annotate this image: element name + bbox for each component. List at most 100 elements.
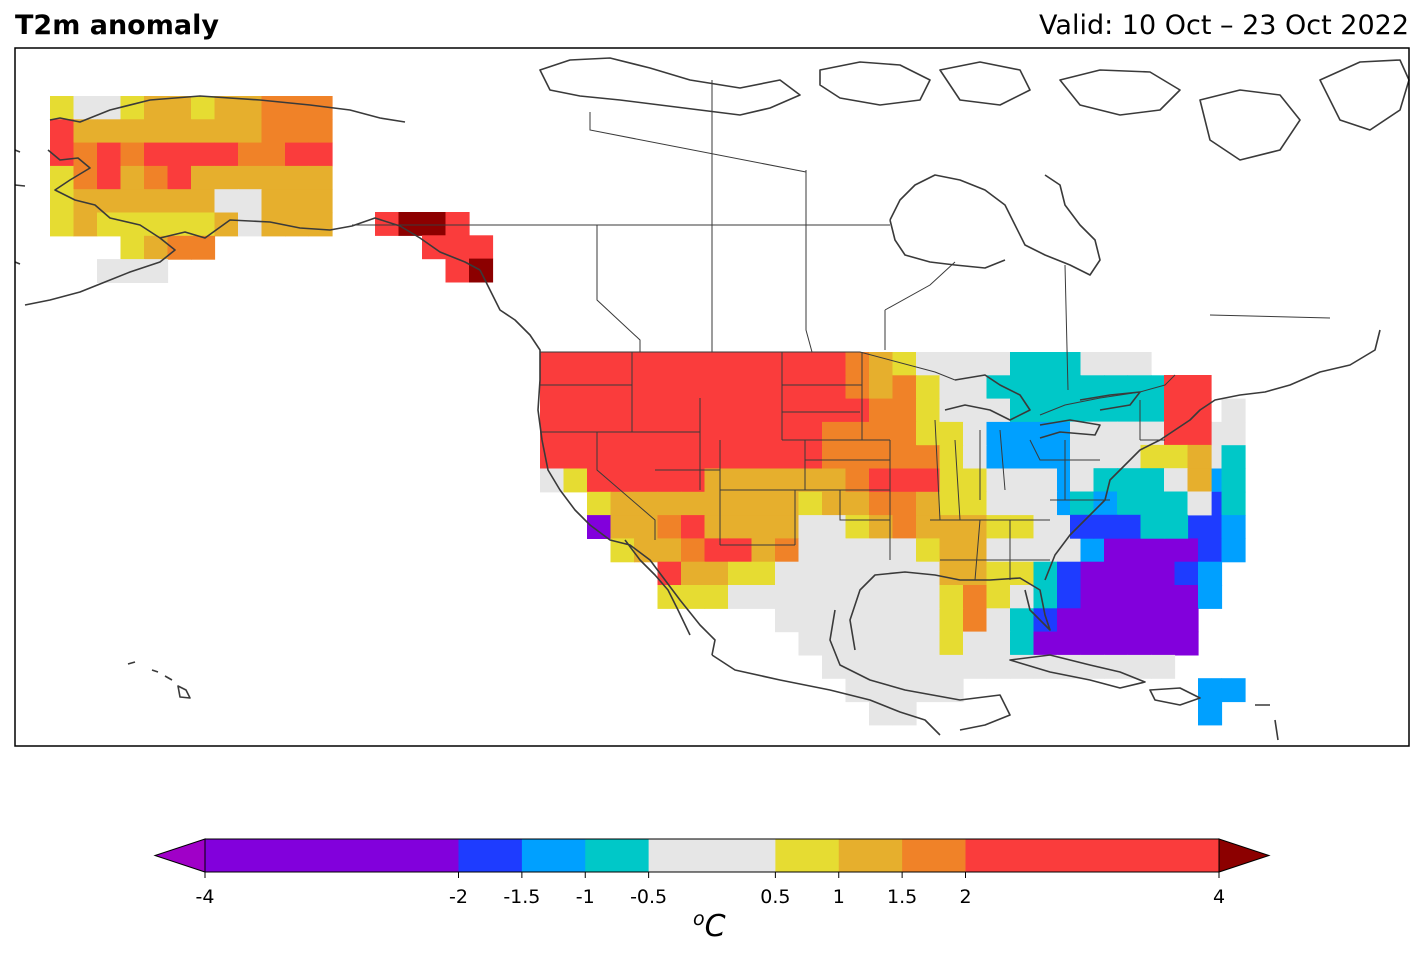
anomaly-cell (144, 189, 169, 214)
anomaly-cell (144, 235, 169, 260)
anomaly-cell (469, 235, 494, 260)
anomaly-cell (285, 212, 310, 237)
anomaly-cell (657, 445, 682, 470)
anomaly-cell (261, 212, 286, 237)
anomaly-cell (563, 445, 588, 470)
anomaly-cell (1140, 468, 1165, 493)
anomaly-cell (916, 421, 941, 446)
anomaly-cell (144, 212, 169, 237)
anomaly-cell (610, 515, 635, 539)
anomaly-cell (1070, 444, 1095, 469)
anomaly-cell (540, 352, 565, 376)
alaska-coast (24, 95, 481, 306)
anomaly-cell (704, 468, 729, 493)
anomaly-cell (445, 235, 470, 260)
anomaly-cell (1080, 585, 1105, 609)
anomaly-cell (610, 352, 635, 376)
colorbar-underflow-arrow (153, 838, 206, 873)
us-canada-border (352, 224, 1176, 416)
anomaly-cell (634, 515, 659, 539)
anomaly-cell (1010, 445, 1035, 470)
anomaly-cell (587, 352, 612, 376)
anomaly-cell (1033, 608, 1058, 633)
anomaly-cell (375, 212, 400, 236)
colorbar-tick-label: 1 (833, 886, 845, 908)
anomaly-cell (238, 96, 263, 120)
anomaly-cell (285, 119, 310, 144)
anomaly-cell (916, 375, 941, 400)
anomaly-cell (191, 96, 216, 120)
anomaly-cell (191, 189, 216, 214)
anomaly-cell (986, 421, 1011, 446)
anomaly-cell (120, 212, 145, 237)
anomaly-cell (704, 421, 729, 446)
anomaly-grid (50, 96, 1246, 726)
colorbar-tick-label: -1.5 (503, 886, 540, 908)
anomaly-cell (751, 352, 776, 376)
anomaly-cell (97, 189, 122, 214)
anomaly-cell (1117, 444, 1142, 469)
anomaly-cell (1010, 375, 1035, 400)
anomaly-cell (775, 445, 800, 470)
anomaly-cell (751, 515, 776, 539)
anomaly-cell (704, 445, 729, 470)
anomaly-cell (1033, 468, 1058, 493)
anomaly-cell (540, 375, 565, 400)
anomaly-cell (1033, 421, 1058, 446)
anomaly-cell (728, 491, 753, 516)
anomaly-cell (238, 165, 263, 190)
anomaly-cell (845, 491, 870, 516)
anomaly-cell (822, 561, 847, 586)
anomaly-cell (939, 375, 964, 400)
anomaly-cell (822, 491, 847, 516)
anomaly-cell (50, 165, 75, 190)
anomaly-cell (986, 352, 1011, 376)
anomaly-cell (238, 119, 263, 144)
anomaly-cell (167, 165, 192, 190)
anomaly-cell (963, 515, 988, 539)
anomaly-cell (939, 352, 964, 376)
anomaly-cell (1033, 398, 1058, 423)
anomaly-cell (167, 235, 192, 260)
anomaly-cell (822, 585, 847, 609)
anomaly-cell (963, 585, 988, 609)
anomaly-cell (285, 165, 310, 190)
colorbar-unit: oC (693, 908, 726, 944)
anomaly-cell (563, 468, 588, 493)
anomaly-cell (1104, 538, 1129, 563)
anomaly-cell (1104, 608, 1129, 633)
anomaly-cell (845, 421, 870, 446)
anomaly-cell (1151, 538, 1176, 563)
anomaly-cell (822, 352, 847, 376)
anomaly-cell (587, 491, 612, 516)
anomaly-cell (50, 96, 75, 120)
anomaly-cell (1080, 608, 1105, 633)
anomaly-cell (939, 538, 964, 563)
anomaly-cell (1010, 561, 1035, 586)
anomaly-cell (1033, 561, 1058, 586)
anomaly-cell (422, 212, 447, 236)
anomaly-cell (657, 515, 682, 539)
anomaly-cell (845, 538, 870, 563)
anomaly-cell (1010, 585, 1035, 609)
colorbar-bin (838, 839, 903, 872)
anomaly-cell (681, 561, 706, 586)
anomaly-cell (775, 608, 800, 633)
anomaly-cell (540, 468, 565, 493)
anomaly-cell (869, 678, 894, 703)
anomaly-cell (1127, 631, 1152, 656)
anomaly-cell (214, 189, 239, 214)
anomaly-cell (1104, 631, 1129, 656)
anomaly-cell (1057, 538, 1082, 563)
anomaly-cell (681, 585, 706, 609)
anomaly-cell (1198, 538, 1223, 563)
anomaly-cell (308, 212, 333, 237)
anomaly-cell (1187, 491, 1212, 516)
anomaly-cell (939, 678, 964, 703)
east-coast (1044, 329, 1381, 581)
colorbar-bin (205, 839, 459, 872)
anomaly-cell (587, 445, 612, 470)
anomaly-cell (214, 142, 239, 167)
anomaly-cell (869, 352, 894, 376)
anomaly-cell (681, 398, 706, 423)
